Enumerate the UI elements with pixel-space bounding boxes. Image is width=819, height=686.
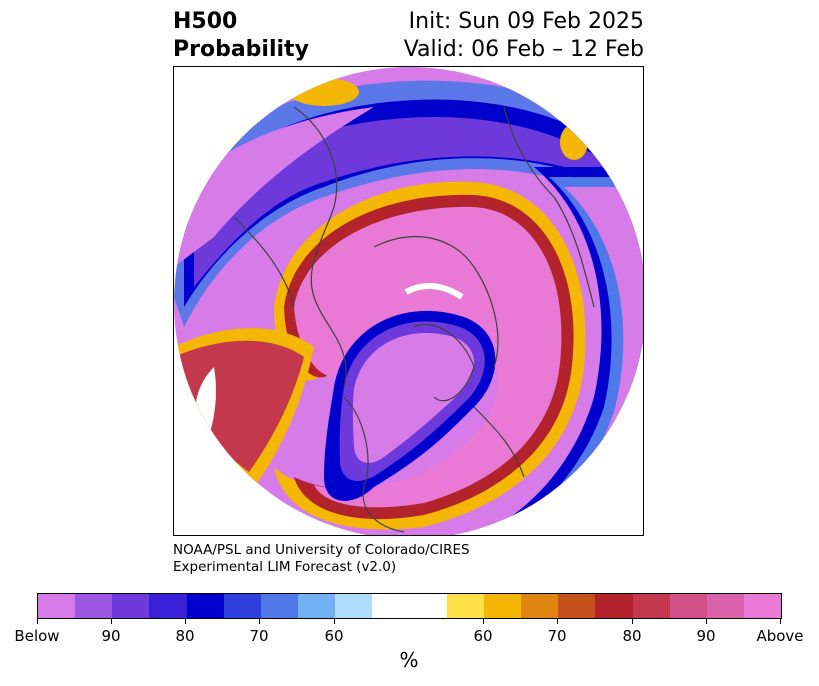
forecast-dates: Init: Sun 09 Feb 2025 Valid: 06 Feb – 12…: [404, 8, 644, 64]
colorbar-segment: [558, 594, 596, 618]
colorbar-segment: [149, 594, 187, 618]
colorbar-tick: [111, 619, 112, 624]
colorbar-segment: [706, 594, 744, 618]
colorbar-tick-label: 60: [324, 627, 344, 645]
colorbar-segment: [521, 594, 559, 618]
credit-text: NOAA/PSL and University of Colorado/CIRE…: [173, 542, 470, 576]
colorbar-tick-label: 90: [101, 627, 121, 645]
colorbar-tick-label: 70: [249, 627, 269, 645]
colorbar-tick: [780, 619, 781, 624]
colorbar-tick-label: 60: [473, 627, 493, 645]
colorbar-unit: %: [399, 648, 419, 672]
probability-field: [174, 67, 643, 535]
colorbar-segment: [595, 594, 633, 618]
colorbar-tick: [632, 619, 633, 624]
colorbar-tick: [557, 619, 558, 624]
credit-line-2: Experimental LIM Forecast (v2.0): [173, 559, 397, 575]
title-quantity: Probability: [173, 37, 309, 62]
colorbar-segment: [483, 594, 522, 618]
colorbar-segment: [298, 594, 336, 618]
colorbar-segment: [669, 594, 707, 618]
colorbar-segment: [260, 594, 299, 618]
colorbar-segment: [38, 594, 76, 618]
colorbar-tick-label: 90: [696, 627, 716, 645]
colorbar-tick-label: 80: [622, 627, 642, 645]
valid-range: Valid: 06 Feb – 12 Feb: [403, 37, 644, 62]
colorbar-tick: [706, 619, 707, 624]
colorbar-tick-label: 80: [175, 627, 195, 645]
title-variable: H500: [173, 9, 238, 34]
colorbar-segment: [75, 594, 113, 618]
init-date: Init: Sun 09 Feb 2025: [408, 9, 644, 34]
colorbar-tick: [334, 619, 335, 624]
colorbar-segment: [223, 594, 261, 618]
colorbar-tick-label: Above: [756, 627, 804, 645]
colorbar-tick: [185, 619, 186, 624]
colorbar: [37, 593, 782, 619]
coastlines: [233, 106, 595, 533]
colorbar-tick-label: 70: [547, 627, 567, 645]
colorbar-tick: [37, 619, 38, 624]
map-title: H500 Probability: [173, 8, 309, 64]
colorbar-segment: [743, 594, 782, 618]
colorbar-tick-label: Below: [14, 627, 60, 645]
colorbar-tick: [483, 619, 484, 624]
colorbar-tick: [259, 619, 260, 624]
colorbar-segment: [335, 594, 373, 618]
colorbar-segment: [372, 594, 410, 618]
probability-map: [174, 67, 643, 535]
map-panel: [173, 66, 644, 536]
colorbar-segment: [112, 594, 150, 618]
credit-line-1: NOAA/PSL and University of Colorado/CIRE…: [173, 542, 470, 558]
colorbar-segment: [446, 594, 484, 618]
colorbar-segment: [186, 594, 224, 618]
colorbar-segment: [632, 594, 670, 618]
colorbar-segment: [409, 594, 447, 618]
